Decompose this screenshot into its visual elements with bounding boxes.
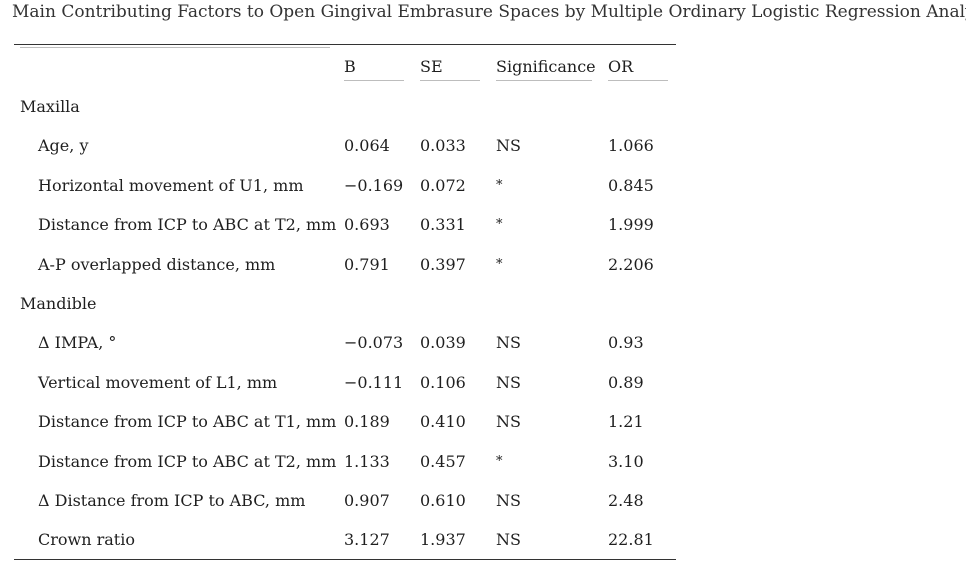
cell-or: 2.48 xyxy=(608,491,644,510)
cell-significance: * xyxy=(496,257,503,272)
row-label: Δ Distance from ICP to ABC, mm xyxy=(38,491,306,510)
table-caption: Main Contributing Factors to Open Gingiv… xyxy=(12,2,966,22)
cell-significance: NS xyxy=(496,333,521,352)
header-b-underline xyxy=(344,80,404,81)
cell-or: 22.81 xyxy=(608,530,654,549)
header-se-underline xyxy=(420,80,480,81)
cell-se: 0.106 xyxy=(420,373,466,392)
cell-or: 1.066 xyxy=(608,136,654,155)
cell-significance: NS xyxy=(496,491,521,510)
cell-significance: * xyxy=(496,217,503,232)
row-label: Distance from ICP to ABC at T1, mm xyxy=(38,412,337,431)
header-significance: Significance xyxy=(496,57,596,76)
cell-or: 3.10 xyxy=(608,452,644,471)
cell-se: 0.039 xyxy=(420,333,466,352)
cell-b: 1.133 xyxy=(344,452,390,471)
cell-or: 0.89 xyxy=(608,373,644,392)
header-se: SE xyxy=(420,57,443,76)
cell-b: −0.111 xyxy=(344,373,404,392)
cell-b: −0.073 xyxy=(344,333,404,352)
row-label: Distance from ICP to ABC at T2, mm xyxy=(38,452,337,471)
cell-b: 0.064 xyxy=(344,136,390,155)
table-bottom-rule xyxy=(14,559,676,560)
row-label: Age, y xyxy=(38,136,89,155)
cell-se: 0.072 xyxy=(420,176,466,195)
cell-b: 0.189 xyxy=(344,412,390,431)
cell-significance: NS xyxy=(496,530,521,549)
cell-significance: NS xyxy=(496,412,521,431)
row-label: Crown ratio xyxy=(38,530,135,549)
header-or: OR xyxy=(608,57,634,76)
cell-significance: NS xyxy=(496,136,521,155)
cell-se: 0.410 xyxy=(420,412,466,431)
cell-b: 0.693 xyxy=(344,215,390,234)
group-heading: Mandible xyxy=(20,294,97,313)
row-label: Distance from ICP to ABC at T2, mm xyxy=(38,215,337,234)
table-top-rule-secondary xyxy=(20,47,330,48)
header-b: B xyxy=(344,57,356,76)
cell-se: 0.331 xyxy=(420,215,466,234)
cell-b: 0.791 xyxy=(344,255,390,274)
cell-b: 3.127 xyxy=(344,530,390,549)
cell-se: 0.033 xyxy=(420,136,466,155)
cell-b: 0.907 xyxy=(344,491,390,510)
cell-se: 1.937 xyxy=(420,530,466,549)
cell-significance: * xyxy=(496,454,503,469)
cell-or: 0.845 xyxy=(608,176,654,195)
row-label: Horizontal movement of U1, mm xyxy=(38,176,304,195)
cell-se: 0.457 xyxy=(420,452,466,471)
cell-or: 0.93 xyxy=(608,333,644,352)
cell-se: 0.397 xyxy=(420,255,466,274)
cell-or: 1.21 xyxy=(608,412,644,431)
header-significance-underline xyxy=(496,80,592,81)
group-heading: Maxilla xyxy=(20,97,80,116)
cell-significance: NS xyxy=(496,373,521,392)
cell-se: 0.610 xyxy=(420,491,466,510)
row-label: Vertical movement of L1, mm xyxy=(38,373,278,392)
cell-b: −0.169 xyxy=(344,176,404,195)
cell-significance: * xyxy=(496,178,503,193)
row-label: A-P overlapped distance, mm xyxy=(38,255,276,274)
row-label: Δ IMPA, ° xyxy=(38,333,117,352)
caption-text: Main Contributing Factors to Open Gingiv… xyxy=(12,2,966,22)
header-or-underline xyxy=(608,80,668,81)
table-top-rule xyxy=(14,44,676,45)
cell-or: 2.206 xyxy=(608,255,654,274)
cell-or: 1.999 xyxy=(608,215,654,234)
